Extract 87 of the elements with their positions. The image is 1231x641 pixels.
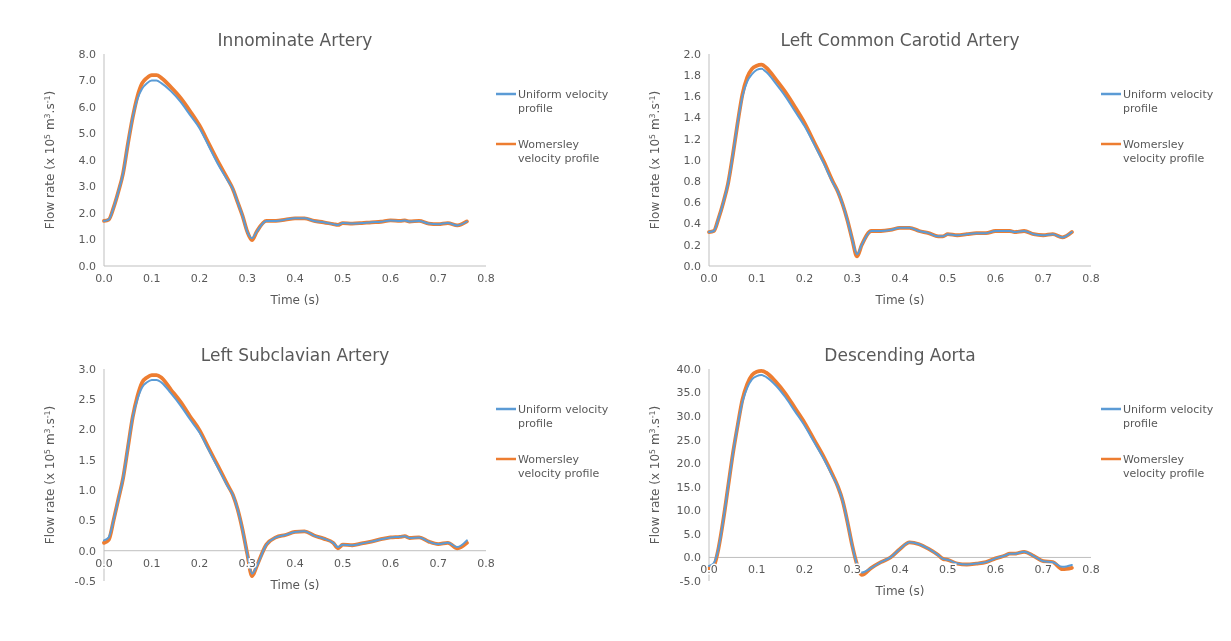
y-tick-label: 3.0 [78,362,96,376]
y-tick-label: 0.2 [683,238,701,252]
y-tick-label: 2.0 [78,423,96,437]
x-axis-title: Time (s) [874,293,925,307]
x-tick-label: 0.3 [238,272,256,285]
y-tick-label: 0.5 [78,514,96,528]
x-tick-label: 0.1 [143,556,161,570]
x-tick-label: 0.7 [429,556,447,570]
y-tick-label: 1.4 [683,111,701,125]
x-tick-label: 0.0 [700,272,718,285]
x-tick-label: 0.4 [891,563,909,577]
x-tick-label: 0.7 [1034,272,1052,285]
x-tick-label: 0.5 [334,272,352,285]
y-tick-label: -0.5 [74,574,96,588]
legend-label: Womersley velocity profile [518,452,600,480]
x-tick-label: 0.2 [190,556,209,570]
y-tick-label: 8.0 [78,47,96,61]
x-tick-label: 0.0 [95,556,113,570]
x-axis-title: Time (s) [269,577,320,592]
y-tick-label: 35.0 [676,386,701,400]
y-tick-label: 4.0 [78,153,96,167]
legend-label: Uniform velocity profile [518,87,609,115]
x-tick-label: 0.0 [700,563,718,577]
x-tick-label: 0.6 [381,556,400,570]
y-tick-label: 0.4 [683,217,701,231]
x-tick-label: 0.3 [843,272,861,285]
legend-label: Uniform velocity profile [518,402,609,430]
x-tick-label: 0.8 [477,272,495,285]
x-tick-label: 0.6 [986,272,1005,285]
y-tick-label: 3.0 [78,180,96,194]
x-tick-label: 0.5 [939,272,957,285]
y-tick-label: -5.0 [679,574,701,588]
x-axis-title: Time (s) [874,584,925,599]
x-tick-label: 0.4 [891,272,909,285]
x-tick-label: 0.6 [381,272,400,285]
y-tick-label: 20.0 [676,457,701,471]
y-tick-label: 7.0 [78,74,96,88]
x-tick-label: 0.1 [748,272,766,285]
x-tick-label: 0.8 [1082,272,1100,285]
y-tick-label: 40.0 [676,362,701,376]
x-tick-label: 0.2 [795,563,814,577]
x-tick-label: 0.5 [939,563,957,577]
x-tick-label: 0.7 [429,272,447,285]
y-tick-label: 5.0 [78,127,96,141]
chart-title: Left Subclavian Artery [200,345,390,365]
chart-title: Left Common Carotid Artery [780,30,1020,50]
x-tick-label: 0.4 [286,272,304,285]
y-tick-label: 2.0 [683,47,701,61]
y-tick-label: 1.0 [78,483,96,497]
y-tick-label: 0.0 [78,544,96,558]
x-tick-label: 0.2 [190,272,209,285]
legend-label: Uniform velocity profile [1123,402,1214,430]
x-tick-label: 0.5 [334,556,352,570]
y-tick-label: 1.2 [683,132,701,146]
x-tick-label: 0.6 [986,563,1005,577]
y-tick-label: 5.0 [683,527,701,541]
y-tick-label: 2.5 [78,393,96,407]
y-tick-label: 30.0 [676,409,701,423]
y-tick-label: 1.0 [683,153,701,167]
y-tick-label: 0.6 [683,196,701,210]
x-tick-label: 0.7 [1034,563,1052,577]
chart-title: Innominate Artery [217,30,373,50]
y-tick-label: 0.0 [78,259,96,273]
x-tick-label: 0.8 [477,556,495,570]
x-axis-title: Time (s) [269,293,320,307]
y-tick-label: 25.0 [676,433,701,447]
y-tick-label: 6.0 [78,100,96,114]
x-tick-label: 0.8 [1082,563,1100,577]
x-tick-label: 0.1 [748,563,766,577]
y-tick-label: 0.0 [683,259,701,273]
chart-title: Descending Aorta [824,345,976,365]
y-tick-label: 2.0 [78,206,96,220]
y-tick-label: 1.5 [78,453,96,467]
x-tick-label: 0.1 [143,272,161,285]
y-tick-label: 1.6 [683,90,701,104]
legend-label: Womersley velocity profile [1123,137,1205,165]
y-tick-label: 0.8 [683,175,701,189]
legend-label: Womersley velocity profile [518,137,600,165]
x-tick-label: 0.2 [795,272,814,285]
y-tick-label: 10.0 [676,504,701,518]
y-tick-label: 1.0 [78,233,96,247]
x-tick-label: 0.4 [286,556,304,570]
y-tick-label: 15.0 [676,480,701,494]
legend-label: Uniform velocity profile [1123,87,1214,115]
legend-label: Womersley velocity profile [1123,452,1205,480]
y-tick-label: 1.8 [683,69,701,83]
x-tick-label: 0.0 [95,272,113,285]
